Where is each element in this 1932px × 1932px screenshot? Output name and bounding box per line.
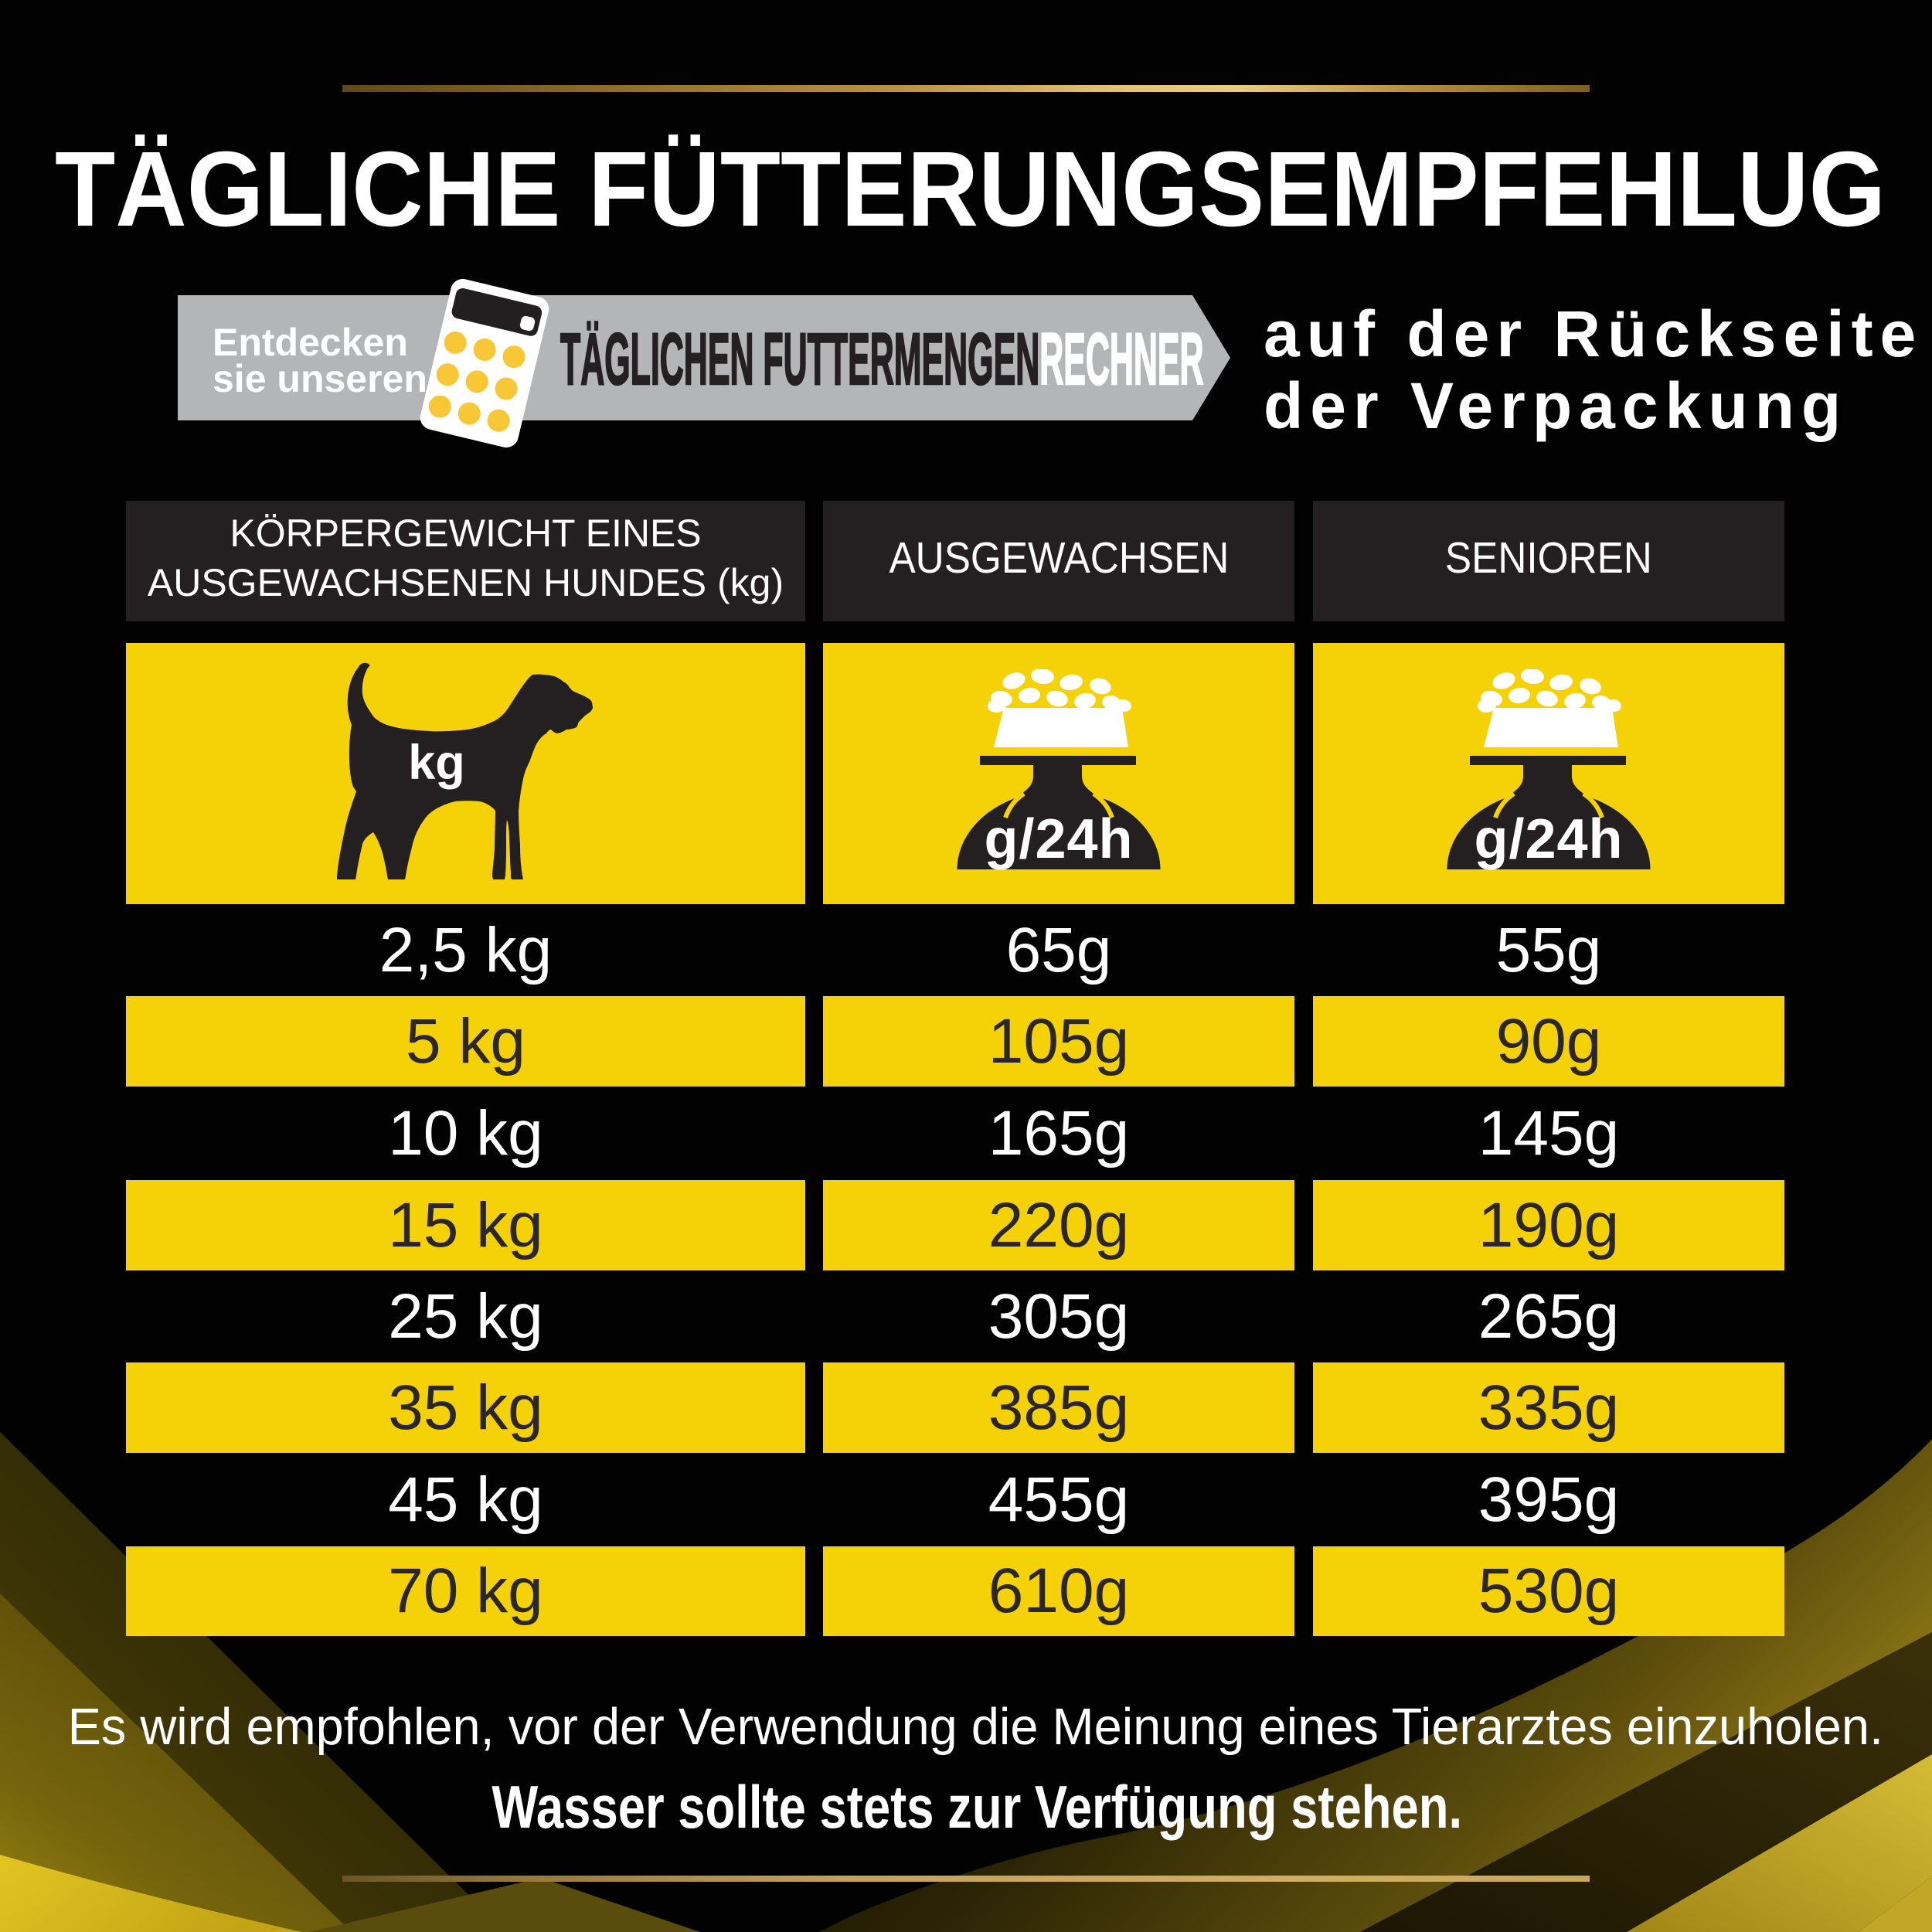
svg-text:g/24h: g/24h xyxy=(984,808,1133,870)
svg-text:g/24h: g/24h xyxy=(1474,808,1623,870)
svg-text:kg: kg xyxy=(408,736,465,790)
